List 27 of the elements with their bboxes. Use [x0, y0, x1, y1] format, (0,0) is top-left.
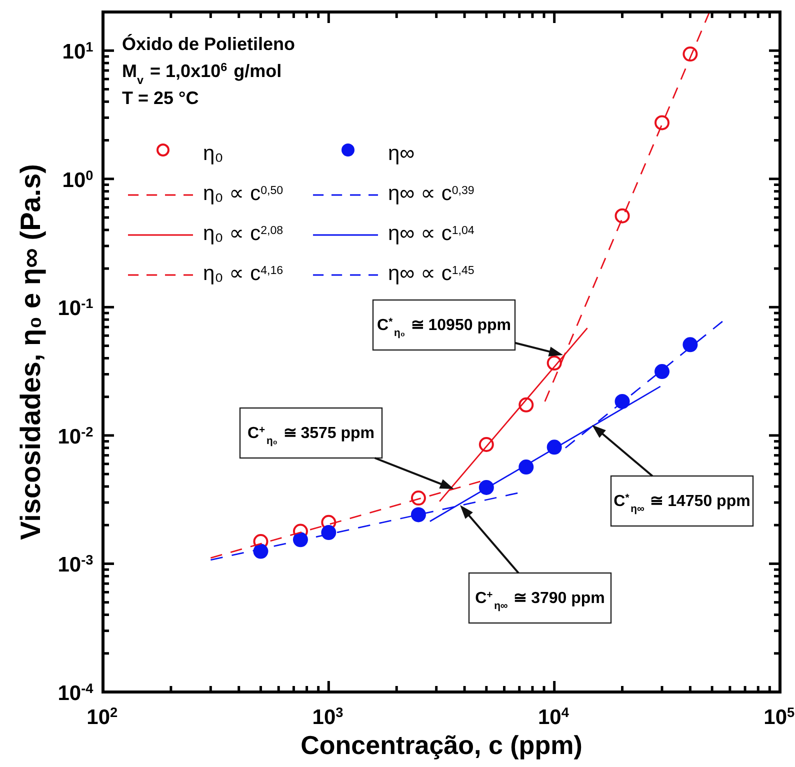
x-axis-title: Concentração, c (ppm) [300, 730, 582, 760]
x-tick-label: 10$^{4}$ [538, 704, 570, 729]
annotation: Óxido de Polietileno [122, 34, 296, 54]
legend-label: η₀ ∝ c$^{0,50}$ [203, 182, 284, 205]
legend-label: η∞ ∝ c$^{0,39}$ [388, 182, 474, 205]
annotation: C$^{*}$$_{η∞}$ ≅ 14750 ppm [614, 492, 750, 514]
legend-label: η∞ ∝ c$^{1,04}$ [388, 222, 475, 245]
legend-label: η∞ ∝ c$^{1,45}$ [388, 262, 474, 285]
y-tick-label: 10$^{-3}$ [58, 552, 94, 577]
y-axis-title: Viscosidades, η₀ e η∞ (Pa.s) [15, 164, 46, 540]
x-tick-label: 10$^{2}$ [86, 704, 118, 729]
annotation: C$^{+}$$_{η∞}$ ≅ 3790 ppm [475, 590, 605, 612]
y-tick-label: 10$^{-4}$ [58, 680, 94, 705]
x-tick-label: 10$^{5}$ [764, 704, 795, 729]
annotation: C$^{+}$$_{η₀}$ ≅ 3575 ppm [247, 424, 375, 446]
legend-label: η₀ [203, 142, 224, 165]
legend-label: η₀ ∝ c$^{2,08}$ [203, 222, 284, 245]
legend-label: η∞ [388, 142, 415, 165]
y-tick-label: 10$^{-2}$ [58, 424, 94, 448]
annotation: T = 25 °C [122, 88, 199, 108]
legend-label: η₀ ∝ c$^{4,16}$ [203, 262, 284, 285]
x-tick-label: 10$^{3}$ [312, 704, 344, 729]
annotation: M$_{v}$ = 1,0x10$^{6}$ g/mol [122, 60, 282, 86]
y-tick-label: 10$^{-1}$ [58, 296, 94, 320]
y-tick-label: 10$^{0}$ [62, 167, 94, 192]
annotation: C$^{*}$$_{η₀}$ ≅ 10950 ppm [377, 316, 511, 338]
y-tick-label: 10$^{1}$ [62, 39, 94, 64]
